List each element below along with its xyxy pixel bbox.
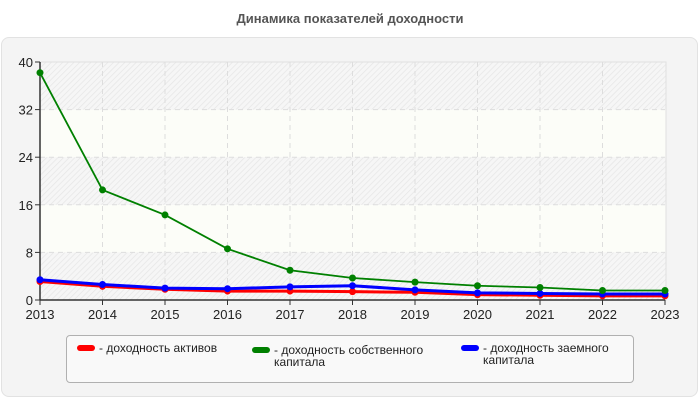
x-tick-label: 2018 — [338, 307, 367, 322]
x-tick-label: 2023 — [651, 307, 680, 322]
y-tick-label: 8 — [26, 245, 33, 260]
data-point[interactable] — [536, 284, 544, 292]
data-point[interactable] — [349, 274, 356, 282]
data-point[interactable] — [411, 278, 419, 286]
data-point[interactable] — [36, 69, 44, 77]
y-tick-label: 16 — [19, 198, 33, 213]
legend-swatch-green — [252, 347, 270, 353]
x-tick-label: 2021 — [526, 307, 555, 322]
legend-swatch-red — [77, 345, 95, 351]
data-point[interactable] — [661, 286, 669, 294]
x-tick-label: 2019 — [401, 307, 430, 322]
data-point[interactable] — [286, 283, 294, 291]
data-point[interactable] — [349, 282, 356, 290]
data-series — [36, 69, 669, 300]
chart-title: Динамика показателей доходности — [236, 11, 464, 26]
x-tick-label: 2013 — [26, 307, 55, 322]
x-tick-label: 2020 — [463, 307, 492, 322]
legend: - доходность активов - доходность собств… — [66, 335, 634, 383]
axes: 0 8 16 24 32 40 2013 2014 2015 2016 2017 2018 2019 20… — [19, 55, 680, 322]
y-tick-label: 24 — [19, 150, 33, 165]
data-point[interactable] — [161, 211, 169, 219]
data-point[interactable] — [36, 276, 44, 284]
y-tick-label: 32 — [19, 103, 33, 118]
data-point[interactable] — [99, 281, 106, 289]
data-point[interactable] — [161, 284, 169, 292]
data-point[interactable] — [286, 266, 294, 274]
data-point[interactable] — [99, 186, 106, 194]
data-point[interactable] — [349, 288, 356, 296]
data-point[interactable] — [224, 245, 231, 253]
x-tick-label: 2022 — [588, 307, 617, 322]
data-point[interactable] — [536, 289, 544, 297]
y-tick-label: 0 — [26, 293, 33, 308]
gridlines — [40, 62, 665, 300]
data-point[interactable] — [474, 289, 481, 297]
data-point[interactable] — [411, 286, 419, 294]
y-tick-label: 40 — [19, 55, 33, 70]
x-tick-label: 2015 — [151, 307, 180, 322]
legend-swatch-blue — [461, 345, 479, 351]
x-tick-label: 2016 — [213, 307, 242, 322]
x-tick-label: 2017 — [276, 307, 305, 322]
data-point[interactable] — [224, 285, 231, 293]
x-tick-label: 2014 — [88, 307, 117, 322]
data-point[interactable] — [599, 286, 606, 294]
data-point[interactable] — [474, 282, 481, 290]
